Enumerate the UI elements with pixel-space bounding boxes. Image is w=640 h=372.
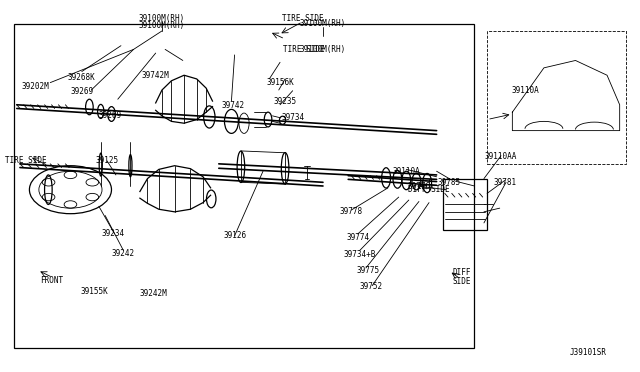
Text: 39776: 39776 — [407, 182, 431, 191]
Text: 39269: 39269 — [99, 111, 122, 121]
Text: 39785: 39785 — [438, 178, 461, 187]
Bar — [13, 23, 474, 349]
Text: DIFF: DIFF — [452, 268, 471, 277]
Text: 39734+B: 39734+B — [344, 250, 376, 259]
Text: 39126: 39126 — [223, 231, 246, 240]
Text: 39100M(RH): 39100M(RH) — [139, 13, 185, 22]
Text: 39202M: 39202M — [22, 82, 50, 91]
Text: 39100M(RH): 39100M(RH) — [139, 21, 185, 30]
Text: J39101SR: J39101SR — [570, 349, 607, 357]
Text: 39110A: 39110A — [392, 167, 420, 176]
Text: 39156K: 39156K — [266, 78, 294, 87]
Text: 39778: 39778 — [340, 207, 363, 217]
Text: 39242M: 39242M — [140, 289, 168, 298]
Text: DIFF SIDE: DIFF SIDE — [408, 185, 450, 194]
Text: 39268K: 39268K — [68, 73, 96, 81]
Text: TIRE SIDE: TIRE SIDE — [6, 156, 47, 166]
Text: 39269: 39269 — [70, 87, 93, 96]
Text: 39781: 39781 — [493, 178, 516, 187]
Bar — [443, 179, 487, 230]
Text: TIRE SIDE: TIRE SIDE — [282, 13, 324, 22]
Text: 39774: 39774 — [346, 233, 369, 242]
Text: 39155K: 39155K — [81, 287, 108, 296]
Text: 39752: 39752 — [360, 282, 383, 291]
Text: 39100M(RH): 39100M(RH) — [300, 45, 346, 54]
Text: 39100M(RH): 39100M(RH) — [300, 19, 346, 28]
Text: 39734: 39734 — [281, 113, 304, 122]
Text: 39742M: 39742M — [142, 71, 170, 80]
Text: 39125: 39125 — [95, 156, 118, 166]
Text: 39234: 39234 — [102, 230, 125, 238]
Text: 39235: 39235 — [273, 97, 297, 106]
Text: 39775: 39775 — [356, 266, 380, 275]
Bar — [487, 31, 626, 164]
Text: 39742: 39742 — [222, 101, 245, 110]
Text: 39110AA: 39110AA — [485, 152, 517, 161]
Text: FRONT: FRONT — [40, 276, 63, 285]
Text: SIDE: SIDE — [452, 278, 471, 286]
Text: 39242: 39242 — [112, 249, 135, 258]
Text: 39110A: 39110A — [511, 86, 539, 94]
Text: TIRE SIDE: TIRE SIDE — [284, 45, 325, 54]
